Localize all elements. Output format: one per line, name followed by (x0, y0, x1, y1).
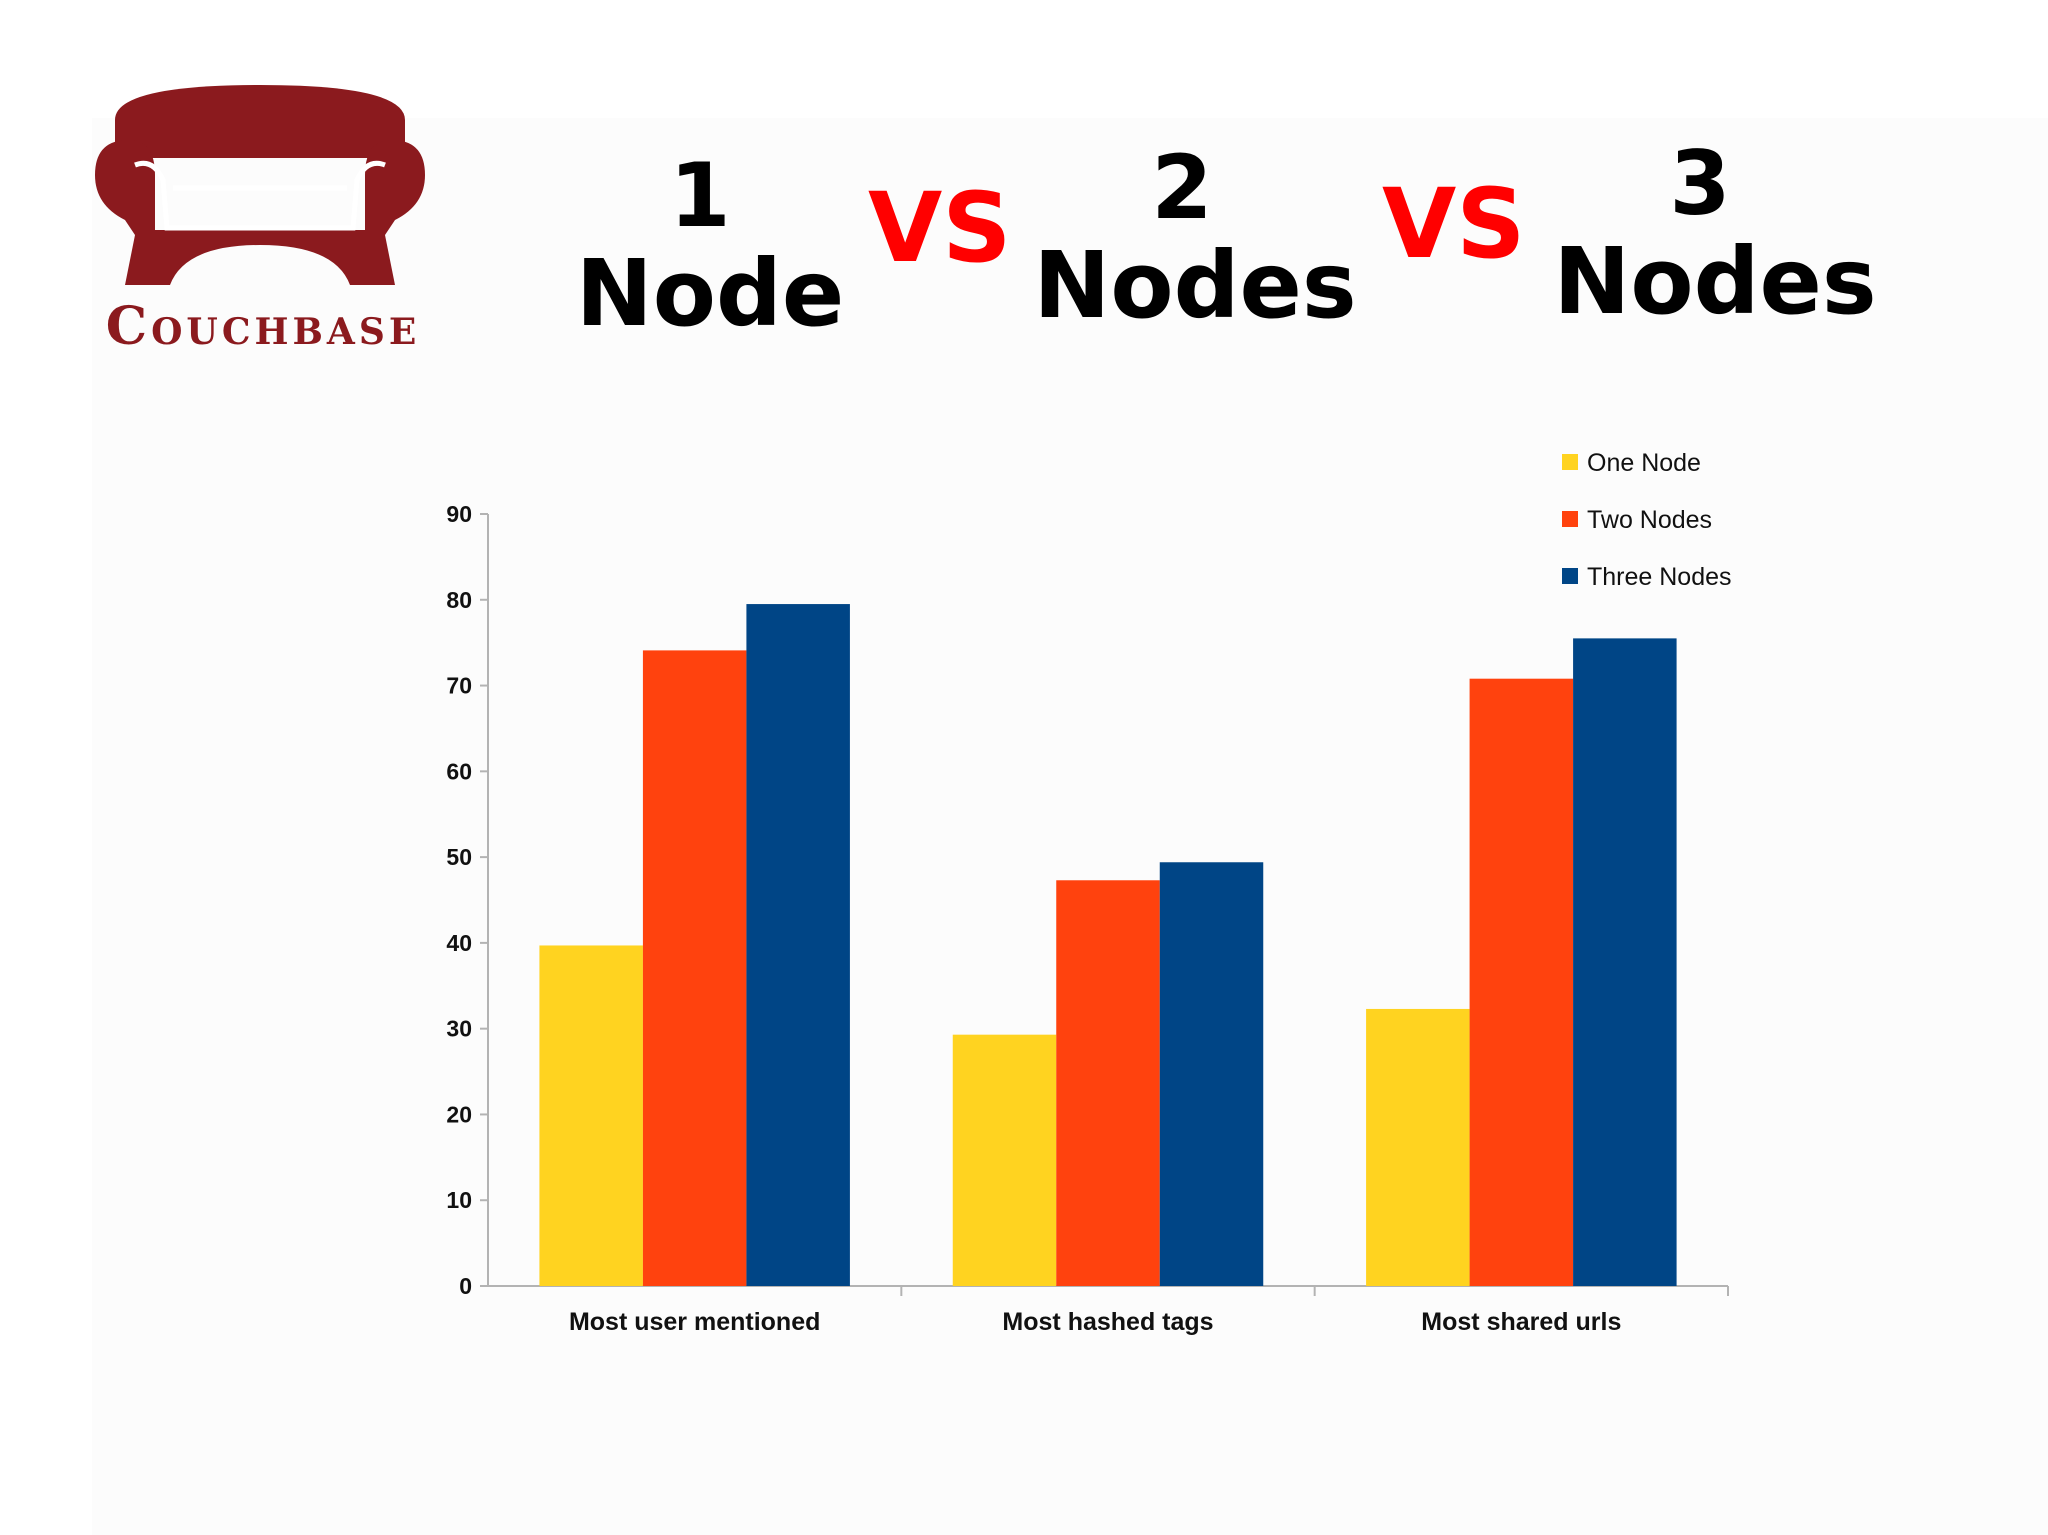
bar (1366, 1008, 1470, 1286)
vs-label-1: VS (868, 172, 1012, 284)
bar (1469, 678, 1574, 1286)
bar (1159, 862, 1264, 1286)
y-tick-label: 10 (446, 1187, 472, 1213)
logo-wordmark: Couchbase (105, 296, 421, 357)
legend-label: Three Nodes (1587, 563, 1732, 591)
x-category-label: Most hashed tags (1002, 1308, 1213, 1336)
y-tick-label: 40 (446, 930, 472, 956)
y-tick-label: 80 (446, 587, 472, 613)
y-tick-label: 60 (446, 758, 472, 784)
y-tick-label: 90 (446, 501, 472, 527)
legend-swatch (1562, 568, 1578, 584)
bar (539, 945, 643, 1286)
title-1-number: 1 (669, 144, 731, 247)
legend-label: Two Nodes (1587, 506, 1712, 534)
title-3-word: Nodes (1553, 228, 1877, 335)
x-category-label: Most shared urls (1421, 1308, 1621, 1336)
couchbase-logo-icon (95, 85, 425, 285)
y-axis-tick-labels: 0 10 20 30 40 50 60 70 80 90 (446, 501, 472, 1299)
bar (746, 604, 850, 1286)
x-axis-category-labels: Most user mentioned Most hashed tags Most … (569, 1308, 1621, 1336)
bar (642, 650, 747, 1286)
slide-background (92, 118, 2048, 1535)
title-2-number: 2 (1151, 136, 1213, 239)
y-tick-label: 0 (459, 1273, 472, 1299)
bar (952, 1034, 1057, 1286)
chart-legend: One Node Two Nodes Three Nodes (1562, 449, 1732, 591)
title-1-word: Node (575, 240, 845, 347)
chart-bars (539, 604, 1677, 1286)
bar (1056, 880, 1160, 1286)
title-3-number: 3 (1669, 132, 1731, 235)
title-2-word: Nodes (1033, 232, 1357, 339)
bar (1573, 638, 1677, 1286)
y-tick-label: 20 (446, 1101, 472, 1127)
y-tick-label: 70 (446, 673, 472, 699)
vs-label-2: VS (1382, 168, 1526, 280)
x-category-label: Most user mentioned (569, 1308, 820, 1336)
legend-label: One Node (1587, 449, 1701, 477)
y-tick-label: 50 (446, 844, 472, 870)
y-tick-label: 30 (446, 1016, 472, 1042)
legend-swatch (1562, 454, 1578, 470)
legend-swatch (1562, 511, 1578, 527)
